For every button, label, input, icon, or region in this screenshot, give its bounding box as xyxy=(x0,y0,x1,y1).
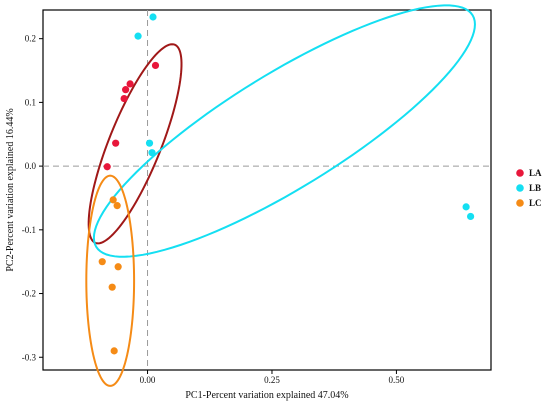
legend-marker-lc xyxy=(516,199,524,207)
y-tick-label: 0.2 xyxy=(25,34,36,44)
point-layer xyxy=(98,13,475,355)
y-tick-label: -0.1 xyxy=(22,225,36,235)
data-point-la xyxy=(103,163,111,171)
x-tick-label: 0.00 xyxy=(140,375,156,385)
y-tick-label: -0.3 xyxy=(22,352,37,362)
legend-label-lb: LB xyxy=(529,183,541,193)
data-point-la xyxy=(126,80,134,88)
legend-marker-lb xyxy=(516,184,524,192)
data-point-lb xyxy=(462,203,470,211)
data-point-lc xyxy=(113,202,121,210)
legend-marker-la xyxy=(516,169,524,177)
y-tick-label: -0.2 xyxy=(22,289,36,299)
confidence-ellipse-lb xyxy=(92,4,476,258)
x-tick-label: 0.25 xyxy=(264,375,280,385)
data-point-lc xyxy=(114,263,122,271)
data-point-la xyxy=(122,86,130,94)
ellipse-layer xyxy=(85,4,476,387)
data-point-lb xyxy=(148,149,156,157)
legend-label-lc: LC xyxy=(529,198,542,208)
y-tick-label: 0.1 xyxy=(25,97,36,107)
x-axis-label: PC1-Percent variation explained 47.04% xyxy=(185,390,348,401)
data-point-lb xyxy=(134,32,142,40)
data-point-la xyxy=(151,61,160,70)
confidence-ellipse-lc xyxy=(85,174,136,387)
y-axis-label: PC2-Percent variation explained 16.44% xyxy=(5,108,16,271)
data-point-lb xyxy=(145,139,154,147)
x-axis-ticks: 0.00 0.25 0.50 xyxy=(140,370,405,385)
data-point-lc xyxy=(98,258,106,266)
plot-frame xyxy=(42,9,492,371)
data-point-la xyxy=(112,139,120,147)
x-tick-label: 0.50 xyxy=(389,375,405,385)
data-point-lc xyxy=(108,283,116,291)
data-point-la xyxy=(120,94,128,103)
data-point-lc xyxy=(109,196,117,204)
y-tick-label: 0.0 xyxy=(25,161,37,171)
data-point-lc xyxy=(110,347,118,355)
data-point-lb xyxy=(466,212,475,221)
data-point-lb xyxy=(149,13,157,21)
legend-label-la: LA xyxy=(529,168,542,178)
y-axis-ticks: 0.2 0.1 0.0 -0.1 -0.2 -0.3 xyxy=(22,34,43,362)
legend: LA LB LC xyxy=(516,168,542,208)
